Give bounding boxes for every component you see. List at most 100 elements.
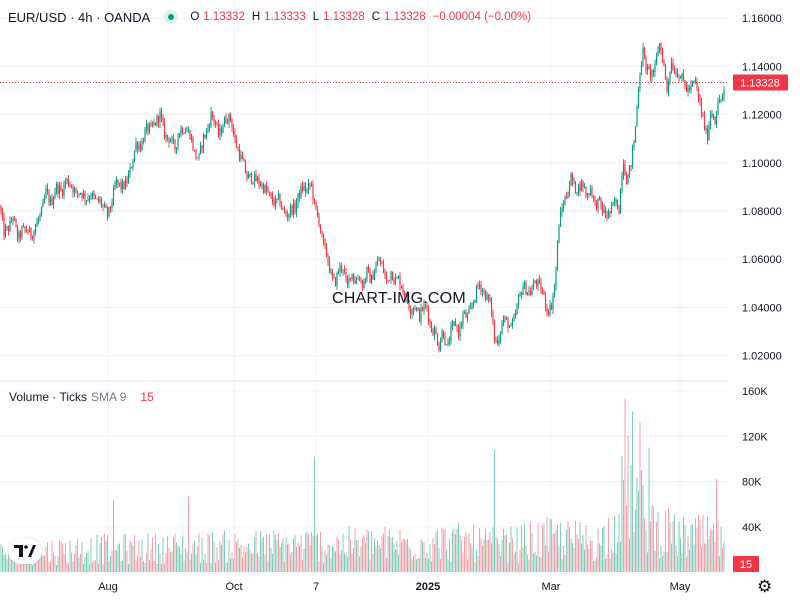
candle-body xyxy=(621,175,623,190)
candle-body xyxy=(303,185,305,191)
candle-body xyxy=(115,179,118,186)
volume-bar xyxy=(720,526,722,572)
candle-body xyxy=(42,201,44,208)
volume-bar xyxy=(644,518,645,572)
volume-bar xyxy=(327,544,329,572)
candle-body xyxy=(435,328,437,334)
candle-body xyxy=(100,199,103,206)
candle-body xyxy=(348,277,350,284)
volume-bar xyxy=(573,548,575,572)
candle-body xyxy=(661,51,664,62)
volume-bar xyxy=(639,421,641,572)
volume-bar xyxy=(171,551,173,572)
volume-legend[interactable]: Volume · Ticks SMA 9 15 xyxy=(9,390,154,404)
candle-body xyxy=(238,149,241,160)
candle-body xyxy=(601,204,604,213)
volume-bar xyxy=(686,557,687,572)
candle-body xyxy=(34,226,37,232)
volume-axis: 160K 120K 80K 40K xyxy=(742,386,768,534)
volume-bar xyxy=(390,538,392,572)
candle-body xyxy=(129,167,131,174)
volume-bar xyxy=(657,511,659,572)
candle-body xyxy=(430,322,433,332)
volume-bar xyxy=(497,538,498,572)
volume-bar xyxy=(21,561,23,572)
volume-bar xyxy=(635,509,636,572)
volume-bar xyxy=(18,557,20,572)
candle-body xyxy=(295,203,298,213)
volume-bar xyxy=(392,536,393,572)
candle-body xyxy=(691,82,694,85)
volume-bar xyxy=(698,515,699,572)
candle-body xyxy=(15,219,17,227)
candle-body xyxy=(366,267,368,280)
candle-body xyxy=(619,189,622,214)
tradingview-logo-icon[interactable] xyxy=(8,538,42,564)
candle-body xyxy=(489,298,491,300)
candle-body xyxy=(250,173,253,183)
settings-gear-icon[interactable]: ⚙ xyxy=(757,577,773,596)
volume-sma-label: SMA 9 xyxy=(91,390,127,404)
volume-bar xyxy=(678,521,680,572)
candle-body xyxy=(643,48,646,56)
volume-bar xyxy=(530,521,531,572)
volume-title[interactable]: Volume · Ticks xyxy=(9,390,88,404)
volume-bar xyxy=(150,549,152,572)
low-label: L xyxy=(312,11,320,23)
volume-bar xyxy=(504,535,506,572)
candle-body xyxy=(627,175,629,185)
candle-body xyxy=(504,317,506,320)
candle-body xyxy=(94,195,97,199)
candle-body xyxy=(577,184,580,193)
volume-bar xyxy=(498,544,500,572)
volume-bar xyxy=(440,558,441,572)
chart-legend[interactable]: EUR/USD · 4h · OANDA O 1.13332 H 1.13333 L… xyxy=(8,7,534,27)
volume-bar xyxy=(389,529,390,572)
volume-bar xyxy=(531,532,533,572)
candle-body xyxy=(573,181,575,183)
candle-body xyxy=(646,66,649,71)
candle-body xyxy=(304,185,307,192)
volume-bar xyxy=(221,544,222,572)
candle-body xyxy=(624,164,626,175)
volume-bar xyxy=(560,523,561,572)
volume-bar xyxy=(267,560,269,572)
candle-body xyxy=(240,154,242,160)
volume-bar xyxy=(500,555,501,572)
volume-bar xyxy=(494,449,495,572)
candle-body xyxy=(487,294,490,300)
candle-body xyxy=(568,185,571,195)
candle-body xyxy=(196,157,199,159)
candle-body xyxy=(520,292,523,295)
candle-body xyxy=(99,199,101,202)
volume-bar xyxy=(159,553,161,572)
candle-body xyxy=(319,225,322,232)
symbol-title[interactable]: EUR/USD · 4h · OANDA xyxy=(8,9,151,25)
candle-body xyxy=(385,275,388,280)
volume-bar xyxy=(191,553,192,572)
candle-body xyxy=(306,190,308,192)
candle-body xyxy=(372,274,374,280)
candle-body xyxy=(342,269,344,271)
candle-body xyxy=(136,142,139,150)
volume-bar xyxy=(426,552,428,572)
volume-bar xyxy=(663,551,665,572)
candle-body xyxy=(703,115,706,130)
candle-body xyxy=(544,294,547,308)
candle-body xyxy=(507,318,509,328)
candle-body xyxy=(396,277,398,279)
volume-bar xyxy=(579,522,581,572)
candle-body xyxy=(103,204,106,206)
volume-bar xyxy=(477,556,479,572)
volume-bar xyxy=(47,542,48,572)
candle-body xyxy=(72,186,74,193)
price-tick-label: 1.12000 xyxy=(742,110,782,122)
candle-body xyxy=(25,229,28,232)
volume-bar xyxy=(122,560,123,572)
volume-bar xyxy=(420,539,422,572)
volume-bar xyxy=(104,533,105,572)
candle-body xyxy=(102,205,104,207)
candle-body xyxy=(309,183,311,185)
